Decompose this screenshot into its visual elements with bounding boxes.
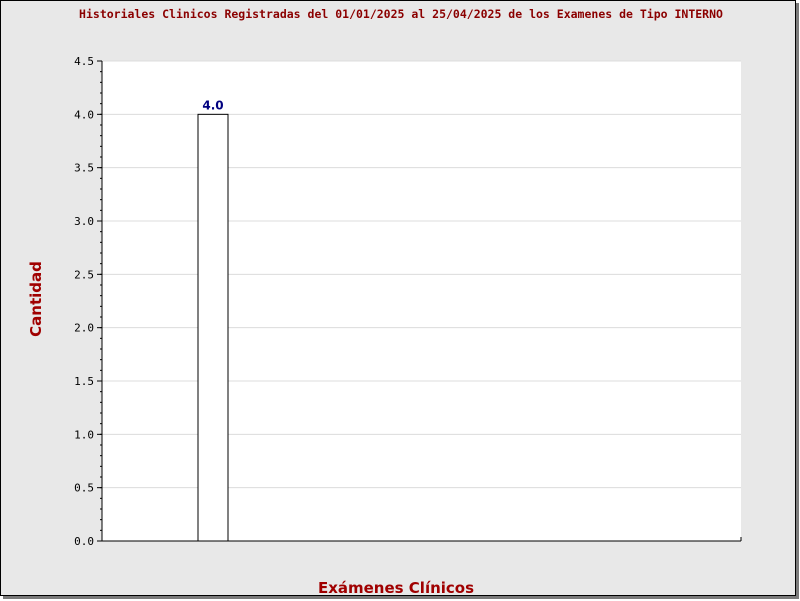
y-axis-ticks: 0.0 0.5 1.0 1.5 2.0 2.5 3.0 3.5 4.0 4.5 [74, 55, 102, 548]
y-tick-label: 3.5 [74, 162, 94, 175]
y-tick-label: 3.0 [74, 215, 94, 228]
y-tick-label: 4.0 [74, 108, 94, 121]
chart-title: Historiales Clinicos Registradas del 01/… [79, 7, 723, 21]
y-tick-label: 2.5 [74, 268, 94, 281]
y-tick-label: 1.5 [74, 375, 94, 388]
y-tick-label: 0.0 [74, 535, 94, 548]
y-tick-label: 1.0 [74, 428, 94, 441]
y-tick-label: 0.5 [74, 482, 94, 495]
y-tick-label: 2.0 [74, 322, 94, 335]
bar [197, 113, 229, 542]
x-axis-title: Exámenes Clínicos [318, 579, 474, 597]
bars: 4.0 [197, 98, 229, 542]
bar-data-label: 4.0 [202, 98, 223, 112]
y-axis-title: Cantidad [27, 261, 45, 337]
y-tick-label: 4.5 [74, 55, 94, 68]
